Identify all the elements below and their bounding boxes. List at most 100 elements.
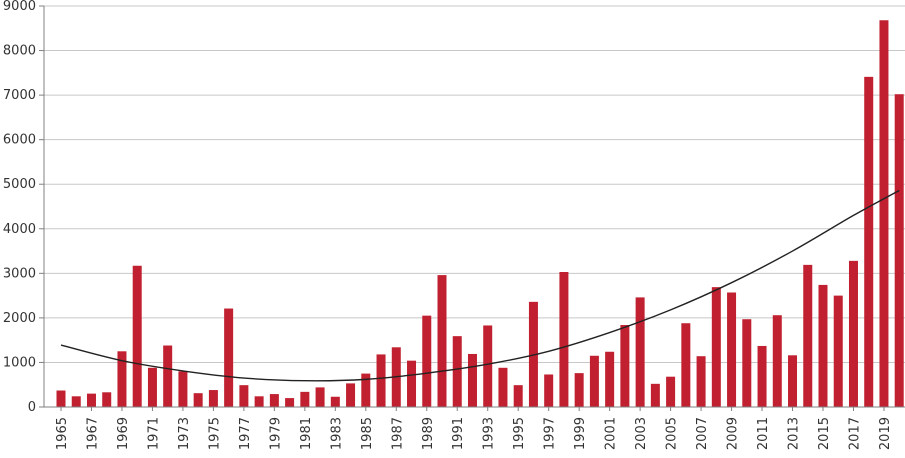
bar-1979: [269, 394, 279, 407]
bar-1982: [315, 387, 325, 407]
bar-1968: [102, 392, 112, 407]
bar-2020: [894, 94, 904, 407]
y-tick-label-2000: 2000: [3, 311, 36, 326]
bar-1989: [422, 315, 432, 407]
bar-1988: [407, 360, 417, 407]
bar-2010: [742, 319, 752, 407]
bar-1974: [193, 393, 203, 407]
axes: [43, 6, 905, 408]
bar-2003: [635, 297, 645, 407]
x-tick-label-2007: 2007: [695, 417, 710, 450]
x-tick-label-1997: 1997: [543, 417, 558, 450]
bar-2018: [864, 76, 874, 408]
x-tick-label-1983: 1983: [329, 417, 344, 450]
bar-2001: [605, 351, 615, 407]
bar-1997: [544, 374, 554, 407]
x-tick-label-2009: 2009: [726, 417, 741, 450]
bar-1972: [163, 345, 173, 407]
bar-1969: [117, 351, 127, 407]
bar-1975: [208, 390, 218, 407]
x-tick-label-1991: 1991: [451, 417, 466, 450]
bar-2014: [803, 264, 813, 407]
x-tick-label-1969: 1969: [116, 417, 131, 450]
y-tick-label-3000: 3000: [3, 266, 36, 281]
bar-1981: [300, 391, 310, 407]
x-tick-label-1999: 1999: [573, 417, 588, 450]
x-tick-label-1981: 1981: [299, 417, 314, 450]
bar-1991: [452, 336, 462, 407]
bar-2011: [757, 345, 767, 407]
y-tick-label-9000: 9000: [3, 0, 36, 14]
x-tick-label-1975: 1975: [207, 417, 222, 450]
gridlines: [44, 5, 905, 363]
bar-2006: [681, 323, 691, 407]
bar-2009: [727, 292, 737, 407]
x-tick-label-1973: 1973: [177, 417, 192, 450]
x-tick-label-2017: 2017: [847, 417, 862, 450]
y-tick-label-5000: 5000: [3, 177, 36, 192]
y-axis-ticks: 0 1000 2000 3000 4000 5000 6000 7000 8000 9000: [3, 0, 44, 415]
x-tick-label-2013: 2013: [787, 417, 802, 450]
bar-1992: [467, 353, 477, 407]
bar-2007: [696, 356, 706, 407]
x-tick-label-2019: 2019: [878, 417, 893, 450]
bar-1978: [254, 396, 264, 407]
bar-2012: [772, 315, 782, 407]
x-tick-label-2015: 2015: [817, 417, 832, 450]
trend-line-group: [60, 189, 900, 382]
y-tick-label-1000: 1000: [3, 355, 36, 370]
bar-1999: [574, 373, 584, 407]
bar-1993: [483, 325, 493, 407]
bar-series: [56, 20, 904, 408]
bar-1965: [56, 390, 66, 407]
bar-1970: [132, 265, 142, 407]
bar-1994: [498, 367, 508, 407]
bar-1967: [86, 393, 96, 407]
x-tick-label-1965: 1965: [55, 417, 70, 450]
bar-1983: [330, 396, 340, 407]
bar-2016: [833, 295, 843, 407]
x-tick-label-2005: 2005: [665, 417, 680, 450]
bar-1977: [239, 385, 249, 407]
bar-1980: [285, 398, 295, 407]
bar-1998: [559, 271, 569, 407]
x-tick-label-1985: 1985: [360, 417, 375, 450]
bar-2013: [788, 355, 798, 407]
x-tick-label-1993: 1993: [482, 417, 497, 450]
bar-1990: [437, 275, 447, 407]
bar-2008: [711, 287, 721, 407]
y-tick-label-8000: 8000: [3, 44, 36, 59]
bar-1995: [513, 385, 523, 407]
bar-2019: [879, 20, 889, 407]
bar-1966: [71, 396, 81, 407]
x-tick-label-1977: 1977: [238, 417, 253, 450]
bar-2002: [620, 325, 630, 407]
bar-2000: [589, 355, 599, 407]
x-tick-label-1995: 1995: [512, 417, 527, 450]
bar-2004: [650, 383, 660, 407]
y-tick-label-0: 0: [28, 400, 36, 415]
bar-1984: [346, 383, 356, 407]
bar-1973: [178, 371, 188, 407]
bar-2005: [666, 376, 676, 407]
bar-1986: [376, 354, 386, 407]
x-tick-label-1979: 1979: [268, 417, 283, 450]
x-axis-ticks: 1965 1967 1969 1971 1973 1975 1977 1979 1981 1983…: [55, 407, 893, 450]
x-tick-label-2003: 2003: [634, 417, 649, 450]
y-tick-label-6000: 6000: [3, 133, 36, 148]
x-tick-label-1989: 1989: [421, 417, 436, 450]
x-tick-label-1987: 1987: [390, 417, 405, 450]
bar-1971: [147, 367, 157, 407]
trend-line: [60, 189, 900, 382]
y-tick-label-4000: 4000: [3, 222, 36, 237]
y-tick-label-7000: 7000: [3, 88, 36, 103]
bar-2017: [848, 260, 858, 407]
bar-2015: [818, 284, 828, 407]
x-tick-label-1971: 1971: [146, 417, 161, 450]
x-tick-label-1967: 1967: [85, 417, 100, 450]
x-tick-label-2001: 2001: [604, 417, 619, 450]
x-tick-label-2011: 2011: [756, 417, 771, 450]
bar-1976: [224, 308, 234, 407]
